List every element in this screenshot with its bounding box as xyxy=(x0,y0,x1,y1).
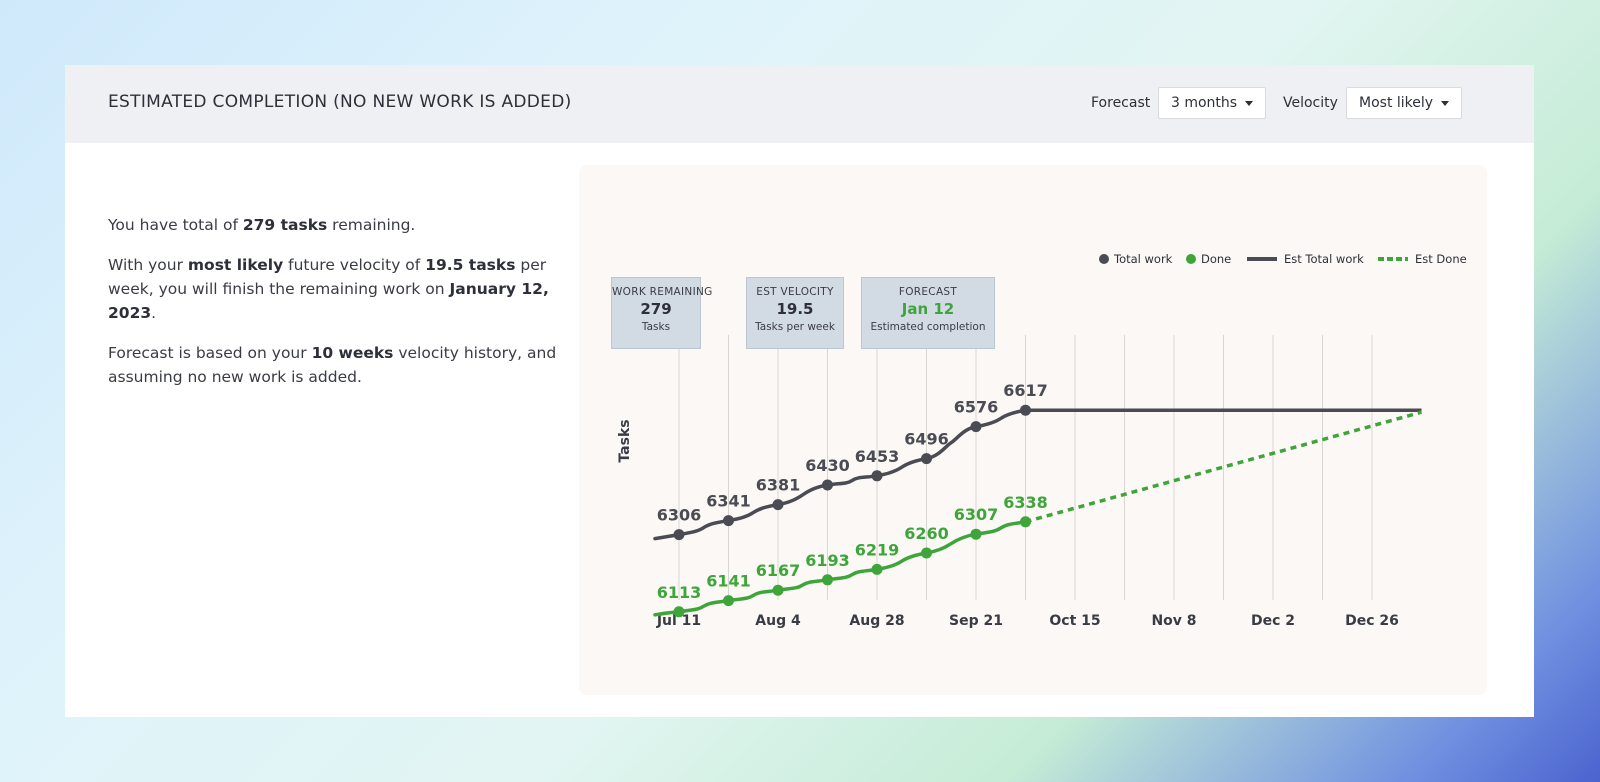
kpi-value: 19.5 xyxy=(776,300,814,318)
total-work-point xyxy=(970,421,982,433)
total-work-data-label: 6453 xyxy=(855,447,900,466)
x-tick-label: Oct 15 xyxy=(1049,613,1100,629)
x-tick-label: Aug 4 xyxy=(755,613,801,629)
forecast-select[interactable]: 3 months xyxy=(1158,87,1266,119)
done-data-label: 6219 xyxy=(855,540,900,559)
done-data-label: 6193 xyxy=(805,551,850,570)
summary-remaining: You have total of 279 tasks remaining. xyxy=(108,216,416,234)
x-tick-label: Aug 28 xyxy=(849,613,904,629)
kpi-label: EST VELOCITY xyxy=(756,286,834,298)
chart-panel xyxy=(579,165,1487,695)
kpi-work-remaining: WORK REMAINING 279 Tasks xyxy=(611,277,713,349)
summary-basis: Forecast is based on your 10 weeks veloc… xyxy=(108,344,557,386)
done-point xyxy=(970,528,982,540)
summary-text: You have total of 279 tasks remaining. W… xyxy=(108,213,563,405)
card-header: ESTIMATED COMPLETION (NO NEW WORK IS ADD… xyxy=(65,65,1534,143)
estimated-completion-card: ESTIMATED COMPLETION (NO NEW WORK IS ADD… xyxy=(65,65,1534,717)
total-work-point xyxy=(822,479,833,491)
x-tick-label: Sep 21 xyxy=(949,613,1003,629)
kpi-est-velocity: EST VELOCITY 19.5 Tasks per week xyxy=(746,277,844,349)
total-work-point xyxy=(921,453,932,465)
total-work-line xyxy=(653,408,1028,541)
total-work-data-label: 6381 xyxy=(756,476,801,495)
kpi-sub: Tasks xyxy=(641,321,671,333)
legend-label: Total work xyxy=(1113,252,1173,266)
burnup-chart: Jul 11 Aug 4 Aug 28 Sep 21 Oct 15 Nov 8 Dec 2 D… xyxy=(617,252,1467,629)
x-tick-label: Jul 11 xyxy=(656,613,701,629)
done-data-label: 6338 xyxy=(1003,493,1048,512)
total-work-data-label: 6617 xyxy=(1003,381,1048,400)
total-work-point xyxy=(871,470,883,482)
kpi-value: 279 xyxy=(640,300,672,318)
done-point xyxy=(723,595,734,607)
total-work-data-label: 6306 xyxy=(657,506,702,525)
velocity-select[interactable]: Most likely xyxy=(1346,87,1462,119)
y-axis-label: Tasks xyxy=(617,419,633,462)
done-point xyxy=(921,547,932,559)
card-title: ESTIMATED COMPLETION (NO NEW WORK IS ADD… xyxy=(108,92,572,112)
done-point xyxy=(772,584,784,596)
total-work-point xyxy=(723,515,734,527)
est-done-line xyxy=(1025,410,1422,524)
velocity-label: Velocity xyxy=(1283,95,1338,111)
x-tick-label: Dec 2 xyxy=(1251,613,1295,629)
legend-dot-icon xyxy=(1099,254,1109,264)
forecast-label: Forecast xyxy=(1091,95,1151,111)
total-work-data-label: 6341 xyxy=(706,492,751,511)
x-tick-label: Nov 8 xyxy=(1151,613,1196,629)
kpi-sub: Tasks per week xyxy=(755,321,835,333)
x-tick-label: Dec 26 xyxy=(1345,613,1399,629)
legend-dot-icon xyxy=(1186,254,1196,264)
done-point xyxy=(1020,516,1031,528)
done-data-label: 6260 xyxy=(904,524,949,543)
done-data-label: 6113 xyxy=(657,583,702,602)
done-point xyxy=(673,606,685,618)
kpi-sub: Estimated completion xyxy=(870,321,986,333)
done-line xyxy=(653,520,1028,617)
kpi-label: WORK REMAINING xyxy=(612,286,713,298)
done-data-label: 6167 xyxy=(756,561,801,580)
done-data-label: 6307 xyxy=(954,505,999,524)
total-work-point xyxy=(1020,404,1031,416)
legend-label: Done xyxy=(1201,252,1231,266)
total-work-point xyxy=(772,499,784,511)
legend-label: Est Done xyxy=(1415,252,1467,266)
velocity-select-value: Most likely xyxy=(1359,95,1434,111)
total-work-data-label: 6576 xyxy=(954,398,999,417)
chevron-down-icon xyxy=(1441,100,1450,106)
summary-velocity: With your most likely future velocity of… xyxy=(108,256,549,322)
total-work-data-label: 6496 xyxy=(904,430,949,449)
done-point xyxy=(822,574,833,586)
forecast-select-value: 3 months xyxy=(1171,95,1238,111)
chevron-down-icon xyxy=(1245,100,1254,106)
total-work-data-label: 6430 xyxy=(805,456,850,475)
kpi-value: Jan 12 xyxy=(901,300,955,318)
kpi-forecast: FORECAST Jan 12 Estimated completion xyxy=(861,277,995,349)
done-data-label: 6141 xyxy=(706,572,751,591)
legend-label: Est Total work xyxy=(1284,252,1364,266)
total-work-point xyxy=(673,529,685,541)
done-point xyxy=(871,563,883,575)
kpi-label: FORECAST xyxy=(898,286,958,298)
